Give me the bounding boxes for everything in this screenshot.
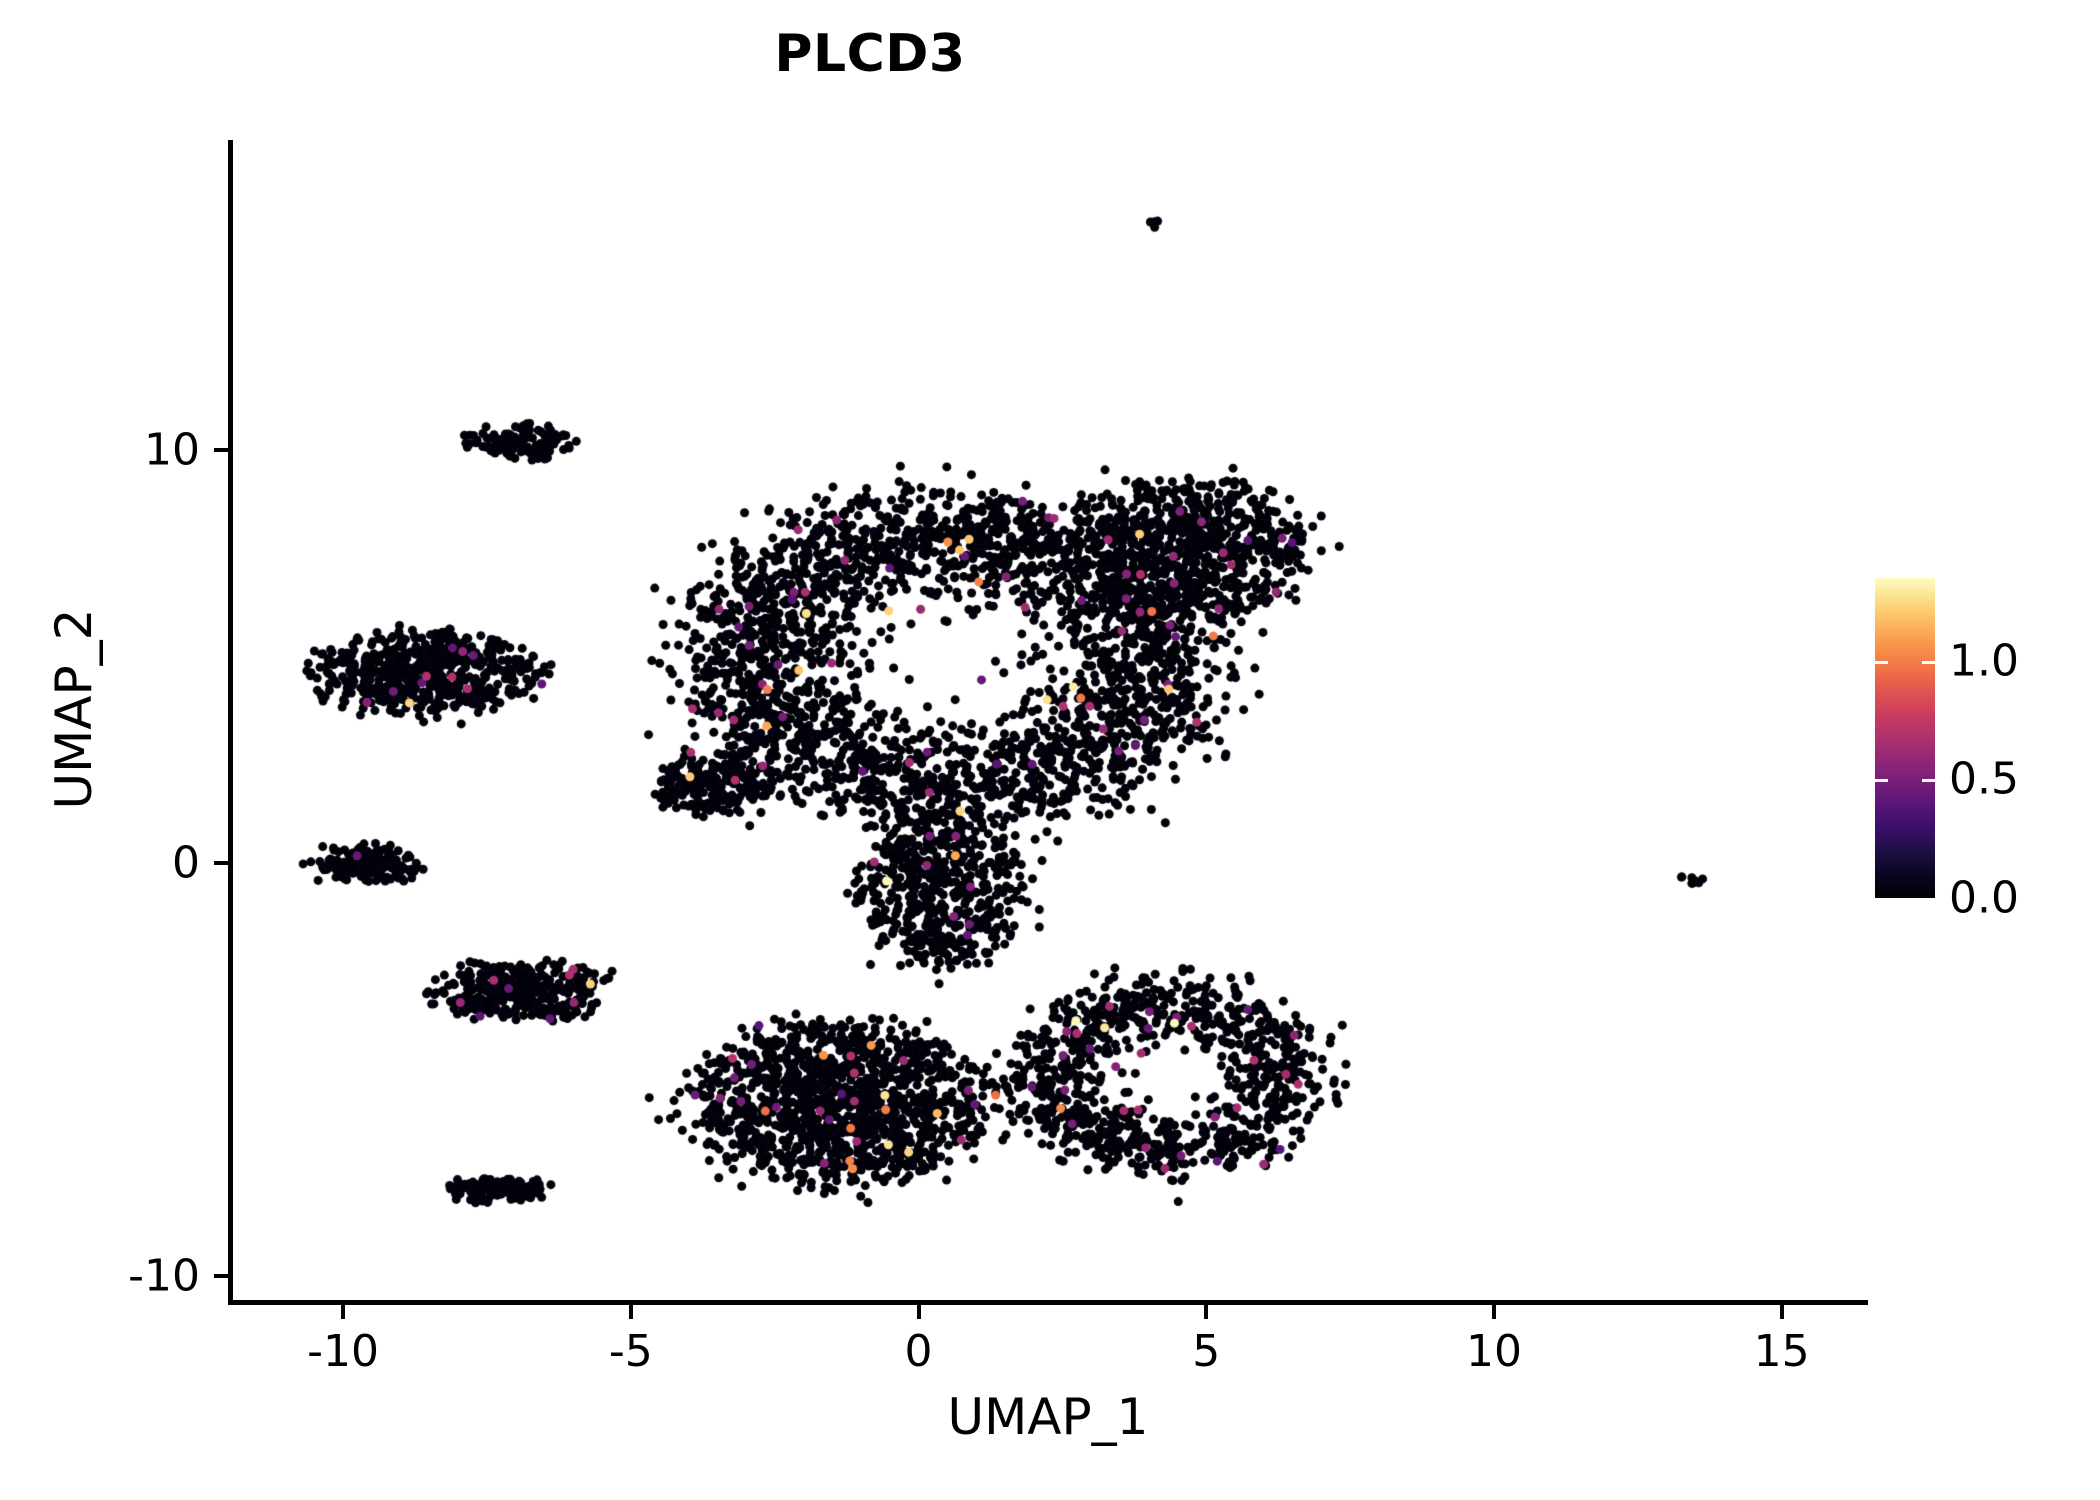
x-tick-mark [1491, 1305, 1496, 1319]
colorbar-tick-mark [1922, 660, 1935, 664]
x-axis-label: UMAP_1 [947, 1388, 1149, 1446]
x-tick-mark [628, 1305, 633, 1319]
y-axis-spine [228, 140, 233, 1305]
x-tick-mark [341, 1305, 346, 1319]
x-tick-label: 0 [904, 1326, 933, 1377]
scatter-plot-canvas [228, 140, 1868, 1305]
colorbar-tick-label: 1.0 [1949, 635, 2019, 687]
x-tick-mark [1779, 1305, 1784, 1319]
y-tick-label: 0 [172, 837, 200, 889]
y-axis-label: UMAP_2 [45, 608, 103, 810]
x-tick-label: 10 [1465, 1326, 1522, 1377]
y-tick-mark [214, 447, 228, 452]
y-tick-label: -10 [128, 1250, 200, 1302]
x-tick-label: 5 [1192, 1326, 1221, 1377]
colorbar-tick-label: 0.5 [1949, 753, 2019, 805]
colorbar-tick-mark [1922, 898, 1935, 901]
y-tick-label: 10 [144, 424, 200, 476]
colorbar-tick-mark [1922, 779, 1935, 783]
colorbar-tick-mark [1875, 660, 1888, 664]
x-tick-mark [1204, 1305, 1209, 1319]
plot-axes: -10 -5 0 5 10 15 10 0 -10 [128, 140, 1868, 1377]
y-tick-mark [214, 1274, 228, 1279]
colorbar: 1.0 0.5 0.0 [1875, 578, 2095, 924]
colorbar-gradient [1875, 578, 1935, 898]
x-tick-label: -5 [608, 1326, 653, 1377]
x-tick-mark [916, 1305, 921, 1319]
page-title: PLCD3 [774, 24, 966, 84]
x-axis-spine [228, 1300, 1868, 1305]
x-tick-label: -10 [307, 1326, 380, 1377]
colorbar-tick-mark [1875, 898, 1888, 901]
y-tick-mark [214, 860, 228, 865]
colorbar-tick-mark [1875, 779, 1888, 783]
x-tick-label: 15 [1753, 1326, 1810, 1377]
colorbar-tick-label: 0.0 [1949, 872, 2019, 924]
